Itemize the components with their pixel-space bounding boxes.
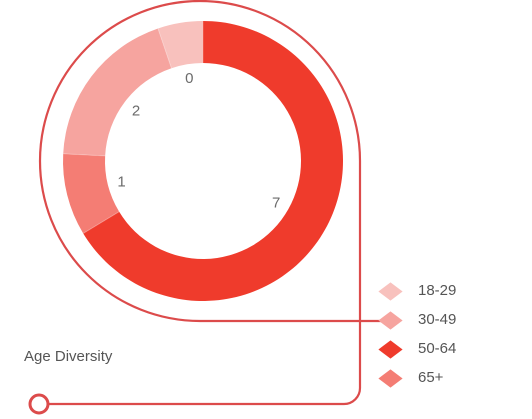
- donut-slice-labels: 7 1 2 0: [117, 70, 280, 211]
- slice-value-label: 1: [117, 173, 125, 190]
- legend-label-1: 30-49: [418, 311, 457, 328]
- legend-swatch-3: [378, 369, 403, 388]
- donut-slice-65+: [62, 153, 120, 234]
- legend-swatch-2: [378, 340, 403, 359]
- slice-value-label: 2: [132, 102, 140, 119]
- chart-title: Age Diversity: [24, 348, 113, 365]
- legend: 18-29 30-49 50-64 65+: [378, 280, 500, 396]
- donut-slice-50-64: [83, 21, 343, 301]
- slice-separator: [63, 153, 106, 157]
- legend-item-0: 18-29: [378, 280, 500, 309]
- slice-value-label: 0: [185, 70, 193, 87]
- slice-separator: [157, 28, 172, 69]
- legend-swatch-1: [378, 311, 403, 330]
- connector-end-icon: [28, 393, 50, 415]
- legend-item-2: 50-64: [378, 338, 500, 367]
- donut-slices: [62, 21, 343, 301]
- donut-slice-18-29: [157, 21, 203, 69]
- legend-label-0: 18-29: [418, 282, 457, 299]
- legend-item-3: 65+: [378, 367, 500, 396]
- outline-connector: [38, 0, 384, 406]
- legend-label-2: 50-64: [418, 340, 457, 357]
- slice-value-label: 7: [272, 194, 280, 211]
- legend-item-1: 30-49: [378, 309, 500, 338]
- donut-slice-30-49: [63, 28, 172, 156]
- legend-swatch-0: [378, 282, 403, 301]
- slice-separator: [82, 211, 120, 234]
- legend-label-3: 65+: [418, 369, 444, 386]
